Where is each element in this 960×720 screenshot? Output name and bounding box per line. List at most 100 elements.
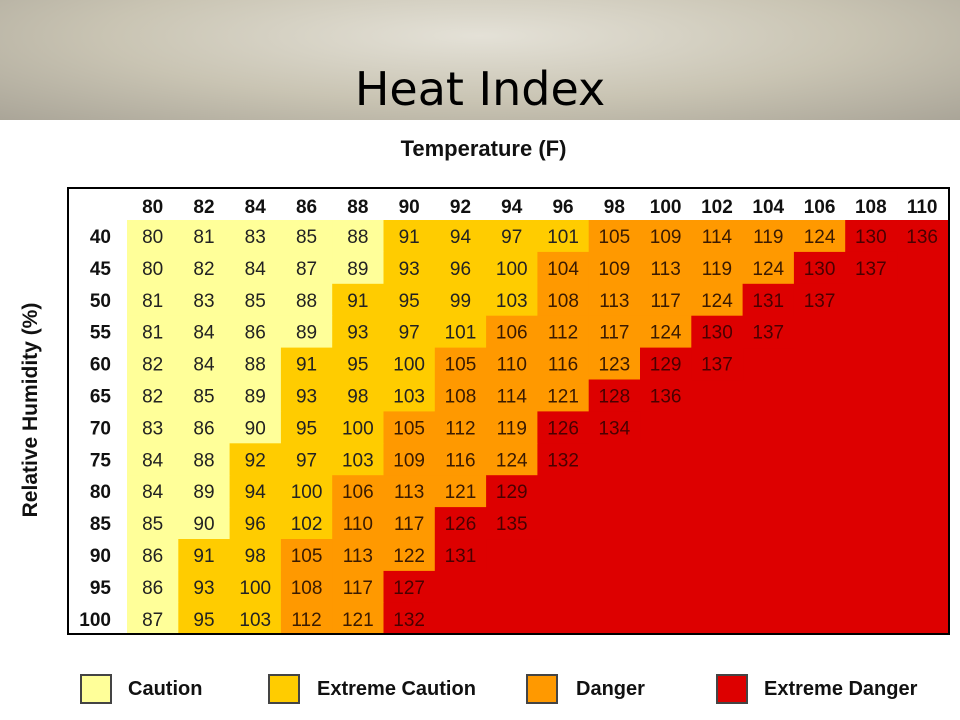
heat-index-cell [640, 251, 692, 285]
column-header-temperature: 110 [907, 197, 938, 218]
heat-index-cell [793, 220, 846, 253]
heat-index-value: 90 [193, 514, 214, 535]
heat-index-value: 84 [193, 355, 215, 376]
row-header-humidity: 50 [90, 291, 111, 312]
heat-index-cell [127, 347, 179, 381]
heat-index-cell [229, 539, 282, 572]
heat-index-cell [742, 251, 795, 285]
column-header-temperature: 80 [142, 197, 163, 218]
heat-index-cell [229, 475, 282, 508]
heat-index-cell [332, 251, 385, 285]
heat-index-cell [588, 220, 641, 253]
heat-index-cell [280, 602, 333, 633]
slide-header: Heat Index [0, 0, 960, 120]
heat-index-value: 99 [450, 291, 471, 312]
heat-index-cell [229, 411, 282, 444]
heat-index-cell [383, 443, 436, 476]
heat-index-value: 80 [142, 227, 163, 248]
heat-index-cell [178, 570, 231, 604]
heat-index-cell [229, 443, 282, 476]
heat-index-value: 112 [548, 323, 578, 344]
heat-index-cell [383, 411, 436, 444]
column-header-temperature: 96 [552, 197, 573, 218]
heat-index-value: 121 [445, 482, 477, 503]
heat-index-value: 91 [347, 291, 368, 312]
heat-index-value: 97 [501, 227, 522, 248]
heat-index-value: 85 [245, 291, 266, 312]
heat-index-value: 106 [496, 323, 528, 344]
heat-index-value: 88 [245, 355, 266, 376]
legend-swatch [716, 674, 748, 704]
heat-index-value: 121 [547, 386, 579, 407]
row-header-humidity: 95 [90, 578, 112, 599]
heat-index-value: 126 [445, 514, 477, 535]
heat-index-value: 105 [445, 355, 477, 376]
heat-index-value: 86 [142, 578, 163, 599]
heat-index-value: 88 [193, 450, 214, 471]
heat-index-cell [691, 220, 744, 253]
heat-index-value: 100 [393, 355, 425, 376]
heat-index-cell [280, 251, 333, 285]
heat-index-value: 117 [394, 514, 424, 535]
heat-index-value: 105 [393, 418, 425, 439]
heat-index-cell [383, 507, 436, 540]
heat-index-cell [178, 475, 231, 508]
heat-index-cell [332, 602, 385, 633]
column-header-temperature: 98 [604, 197, 625, 218]
heat-index-cell [640, 379, 692, 412]
heat-index-cell [280, 315, 333, 349]
row-header-humidity: 100 [79, 610, 111, 631]
heat-index-value: 83 [193, 291, 214, 312]
heat-index-value: 101 [547, 227, 579, 248]
heat-index-value: 119 [497, 418, 527, 439]
heat-index-value: 81 [142, 291, 163, 312]
column-header-temperature: 108 [855, 197, 887, 218]
heat-index-value: 117 [651, 291, 681, 312]
heat-index-cell [229, 251, 282, 285]
heat-index-cell [793, 251, 846, 285]
heat-index-value: 129 [496, 482, 528, 503]
heat-index-cell [588, 411, 641, 444]
heat-index-cell [434, 443, 487, 476]
heat-index-value: 102 [291, 514, 323, 535]
heat-index-value: 132 [547, 450, 579, 471]
heat-index-cell [127, 379, 179, 412]
heat-index-value: 89 [193, 482, 214, 503]
heat-index-cell [486, 220, 538, 253]
heat-index-cell [691, 347, 744, 381]
heat-index-value: 93 [399, 259, 420, 280]
heat-index-value: 97 [399, 323, 420, 344]
heat-index-value: 104 [547, 259, 579, 280]
heat-index-value: 135 [496, 514, 528, 535]
heat-index-value: 95 [399, 291, 420, 312]
heat-index-cell [127, 315, 179, 349]
heat-index-cell [486, 411, 538, 444]
heat-index-cell [742, 315, 795, 349]
heat-index-value: 81 [142, 323, 163, 344]
heat-index-cell [537, 251, 590, 285]
heat-index-value: 85 [193, 386, 214, 407]
heat-index-value: 113 [651, 259, 681, 280]
heat-index-value: 84 [142, 482, 164, 503]
heat-index-cell [486, 315, 538, 349]
heat-index-cell [742, 283, 795, 317]
column-header-temperature: 84 [245, 197, 267, 218]
heat-index-cell [229, 602, 282, 633]
heat-index-cell [127, 602, 179, 633]
heat-index-value: 136 [906, 227, 938, 248]
heat-index-value: 124 [701, 291, 733, 312]
heat-index-cell [127, 475, 179, 508]
heat-index-value: 80 [142, 259, 163, 280]
legend-label: Extreme Danger [764, 678, 918, 700]
heat-index-value: 91 [296, 355, 317, 376]
heat-index-value: 103 [393, 386, 425, 407]
heat-index-cell [127, 283, 179, 317]
column-header-temperature: 100 [650, 197, 682, 218]
row-header-humidity: 70 [90, 418, 111, 439]
heat-index-cell [127, 539, 179, 572]
heat-index-value: 114 [497, 386, 528, 407]
heat-index-cell [332, 539, 385, 572]
legend-swatch [526, 674, 558, 704]
heat-index-value: 92 [245, 450, 266, 471]
heat-index-cell [229, 315, 282, 349]
